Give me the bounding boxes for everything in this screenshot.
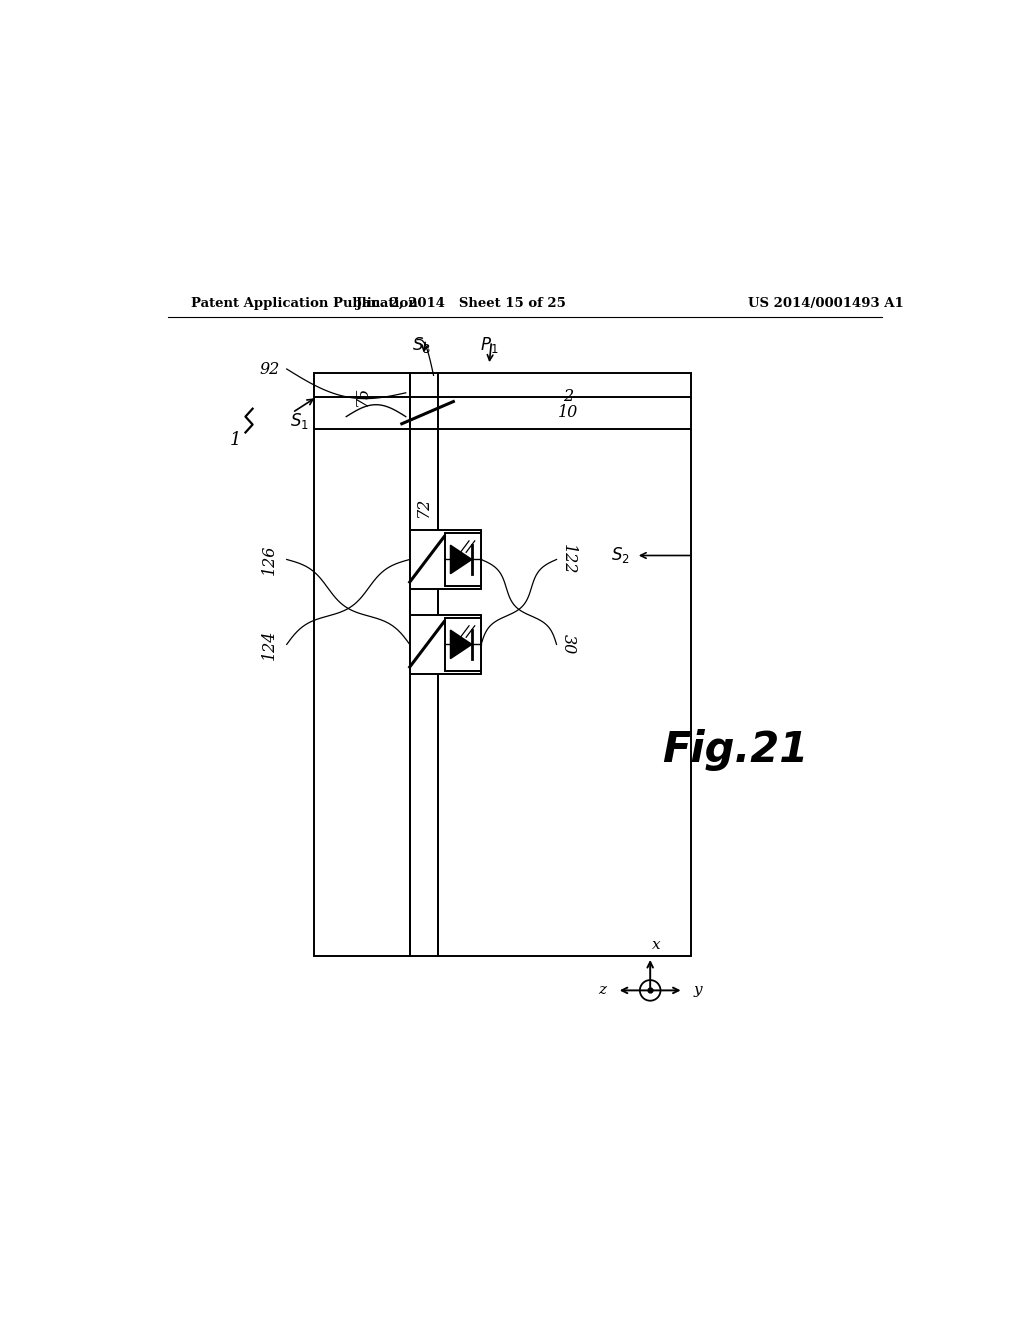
Bar	[445, 618, 481, 671]
Text: Fig.21: Fig.21	[662, 729, 808, 771]
Text: US 2014/0001493 A1: US 2014/0001493 A1	[749, 297, 904, 310]
Bar	[445, 533, 481, 586]
Text: 1: 1	[229, 432, 241, 449]
Text: 72: 72	[415, 498, 432, 517]
Text: 124: 124	[261, 630, 278, 660]
Text: x: x	[652, 939, 660, 952]
Text: $S_2$: $S_2$	[610, 545, 630, 565]
Bar	[314, 374, 691, 956]
Text: 122: 122	[560, 544, 577, 574]
Text: Jan. 2, 2014   Sheet 15 of 25: Jan. 2, 2014 Sheet 15 of 25	[356, 297, 566, 310]
Text: 30: 30	[560, 634, 577, 655]
Text: $S_3$: $S_3$	[412, 335, 431, 355]
Text: 2: 2	[563, 388, 573, 405]
Text: 10: 10	[558, 404, 579, 421]
Bar	[410, 529, 481, 589]
Bar	[410, 615, 481, 675]
Text: $P_1$: $P_1$	[480, 335, 499, 355]
Text: 92: 92	[259, 360, 280, 378]
Text: z: z	[599, 983, 606, 998]
Polygon shape	[451, 545, 472, 574]
Text: y: y	[693, 983, 702, 998]
Text: Patent Application Publication: Patent Application Publication	[191, 297, 418, 310]
Text: $S_1$: $S_1$	[290, 411, 309, 430]
Text: 126: 126	[261, 544, 278, 574]
Text: 75: 75	[353, 387, 371, 407]
Polygon shape	[451, 630, 472, 659]
